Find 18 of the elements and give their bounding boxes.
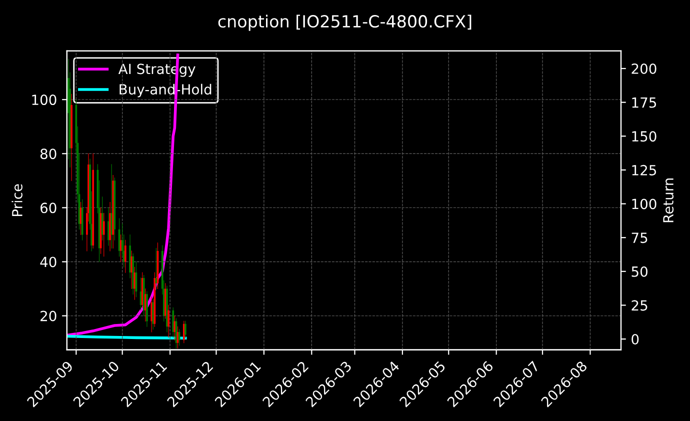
y2-tick-label: 200 <box>632 63 656 74</box>
y2-tick-label: 75 <box>632 232 648 244</box>
y2-tick-label: 25 <box>632 300 648 311</box>
candlestick <box>184 320 186 338</box>
chart-title: cnoption [IO2511-C-4800.CFX] <box>218 14 472 31</box>
y2-tick-label: 175 <box>632 97 656 108</box>
y-tick-label: 80 <box>40 148 56 160</box>
y-tick-label: 60 <box>40 202 56 214</box>
y2-axis-title: Return <box>663 178 674 222</box>
y-axis-title: Price <box>12 184 22 216</box>
y-tick-label: 40 <box>40 256 56 268</box>
y2-tick-label: 100 <box>632 198 656 210</box>
y-tick-label: 20 <box>40 310 56 322</box>
y2-tick-label: 50 <box>632 266 648 277</box>
y2-tick-label: 125 <box>632 164 656 176</box>
y2-tick-label: 0 <box>632 334 639 345</box>
y-tick-label: 100 <box>32 94 56 106</box>
y2-tick-label: 150 <box>632 131 656 142</box>
